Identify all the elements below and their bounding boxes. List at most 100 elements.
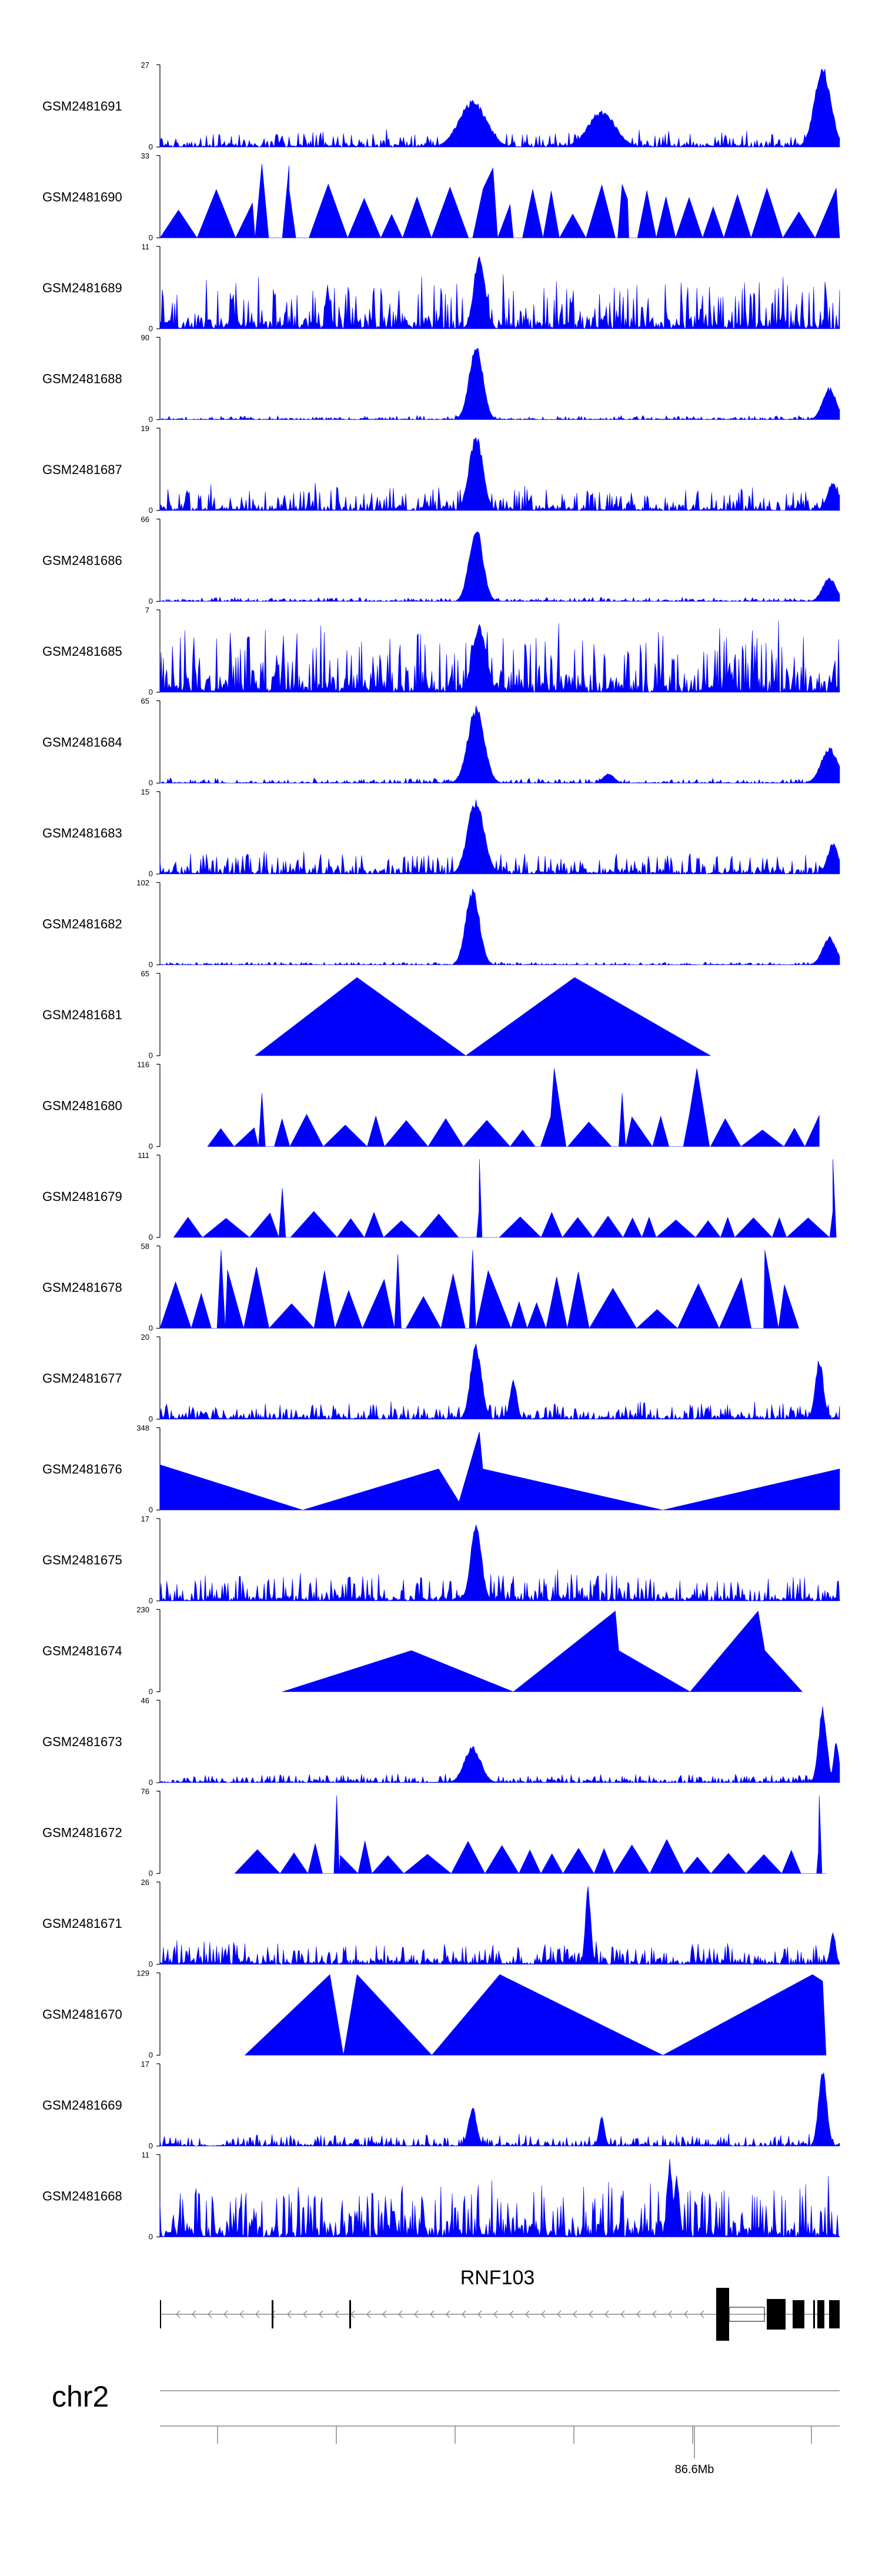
gene-annotation: RNF103 (160, 2267, 840, 2341)
y-min-label: 0 (149, 1051, 153, 1060)
track-GSM2481672: GSM2481672 76 0 (42, 1787, 826, 1878)
coverage-area (159, 436, 840, 511)
y-max-label: 33 (141, 152, 149, 161)
track-GSM2481689: GSM2481689 11 0 (42, 242, 840, 333)
y-max-label: 111 (138, 1151, 149, 1160)
y-min-label: 0 (149, 1324, 153, 1333)
y-min-label: 0 (149, 1869, 153, 1878)
y-max-label: 65 (141, 969, 149, 978)
y-min-label: 0 (149, 1506, 153, 1514)
y-max-label: 7 (145, 606, 149, 615)
strand-arrow (398, 2310, 403, 2318)
track-GSM2481678: GSM2481678 58 0 (42, 1242, 800, 1333)
track-GSM2481686: GSM2481686 66 0 (42, 515, 840, 606)
coverage-area (159, 889, 840, 966)
strand-arrow (208, 2310, 212, 2318)
track-label: GSM2481676 (42, 1462, 122, 1477)
y-min-label: 0 (149, 688, 153, 696)
track-GSM2481676: GSM2481676 348 0 (42, 1424, 840, 1514)
track-GSM2481670: GSM2481670 129 0 (42, 1969, 827, 2060)
track-GSM2481671: GSM2481671 26 0 (42, 1878, 840, 1968)
y-max-label: 19 (141, 424, 149, 433)
y-max-label: 348 (136, 1424, 149, 1433)
track-label: GSM2481690 (42, 190, 122, 205)
y-max-label: 230 (136, 1606, 149, 1614)
coverage-area (159, 2158, 840, 2238)
y-min-label: 0 (149, 233, 153, 242)
strand-arrow (462, 2310, 466, 2318)
strand-arrow (414, 2310, 419, 2318)
y-min-label: 0 (149, 2233, 153, 2241)
coverage-tracks: GSM2481691270GSM2481690330GSM2481689110G… (42, 61, 840, 2241)
coverage-area (173, 1159, 837, 1238)
track-label: GSM2481677 (42, 1371, 122, 1386)
strand-arrow (573, 2310, 577, 2318)
y-min-label: 0 (149, 1596, 153, 1605)
coverage-area (207, 1068, 820, 1147)
exon-line (813, 2300, 815, 2328)
coverage-area (159, 1524, 840, 1602)
chromosome-label: chr2 (52, 2380, 109, 2413)
y-max-label: 26 (141, 1878, 149, 1887)
strand-arrow (493, 2310, 498, 2318)
strand-arrow (319, 2310, 323, 2318)
y-max-label: 27 (141, 61, 149, 69)
exon-line (272, 2300, 273, 2328)
track-label: GSM2481682 (42, 917, 122, 932)
y-max-label: 65 (141, 697, 149, 706)
strand-arrow (176, 2310, 181, 2318)
strand-arrow (557, 2310, 562, 2318)
strand-arrow (652, 2310, 657, 2318)
y-min-label: 0 (149, 1142, 153, 1151)
exon-block (829, 2300, 840, 2328)
coverage-area (159, 1250, 800, 1329)
track-label: GSM2481688 (42, 372, 122, 386)
coverage-area (159, 256, 840, 329)
strand-arrow (223, 2310, 228, 2318)
track-GSM2481687: GSM2481687 19 0 (42, 424, 840, 515)
gene-label: RNF103 (460, 2267, 535, 2289)
track-label: GSM2481679 (42, 1189, 122, 1204)
strand-arrow (620, 2310, 625, 2318)
track-label: GSM2481687 (42, 462, 122, 477)
track-label: GSM2481669 (42, 2098, 122, 2113)
track-GSM2481673: GSM2481673 46 0 (42, 1696, 840, 1787)
strand-arrow (430, 2310, 435, 2318)
y-max-label: 90 (141, 333, 149, 342)
track-GSM2481684: GSM2481684 65 0 (42, 697, 840, 788)
y-min-label: 0 (149, 142, 153, 151)
y-min-label: 0 (149, 1687, 153, 1696)
strand-arrow (255, 2310, 260, 2318)
track-GSM2481683: GSM2481683 15 0 (42, 788, 840, 878)
track-label: GSM2481672 (42, 1826, 122, 1840)
y-min-label: 0 (149, 869, 153, 878)
coverage-area (159, 163, 840, 239)
strand-arrow (589, 2310, 593, 2318)
coverage-area (234, 1795, 826, 1874)
strand-arrow (477, 2310, 482, 2318)
y-max-label: 20 (141, 1333, 149, 1342)
strand-arrow (446, 2310, 450, 2318)
track-GSM2481668: GSM2481668 11 0 (42, 2151, 840, 2241)
coverage-area (159, 620, 840, 693)
track-GSM2481681: GSM2481681 65 0 (42, 969, 711, 1060)
y-max-label: 15 (141, 788, 149, 796)
exon-block (716, 2288, 729, 2341)
track-label: GSM2481689 (42, 281, 122, 295)
exon-block (817, 2300, 824, 2328)
axis-tick-label: 86.6Mb (675, 2463, 714, 2476)
track-label: GSM2481668 (42, 2189, 122, 2204)
y-min-label: 0 (149, 506, 153, 515)
coverage-area (282, 1610, 803, 1692)
track-label: GSM2481680 (42, 1099, 122, 1113)
y-max-label: 76 (141, 1787, 149, 1796)
y-max-label: 11 (142, 2151, 150, 2160)
strand-arrow (287, 2310, 292, 2318)
coverage-area (159, 1706, 840, 1783)
strand-arrow (192, 2310, 196, 2318)
strand-arrow (509, 2310, 514, 2318)
track-GSM2481691: GSM2481691 27 0 (42, 61, 840, 151)
coverage-area (159, 348, 840, 421)
strand-arrow (700, 2310, 704, 2318)
